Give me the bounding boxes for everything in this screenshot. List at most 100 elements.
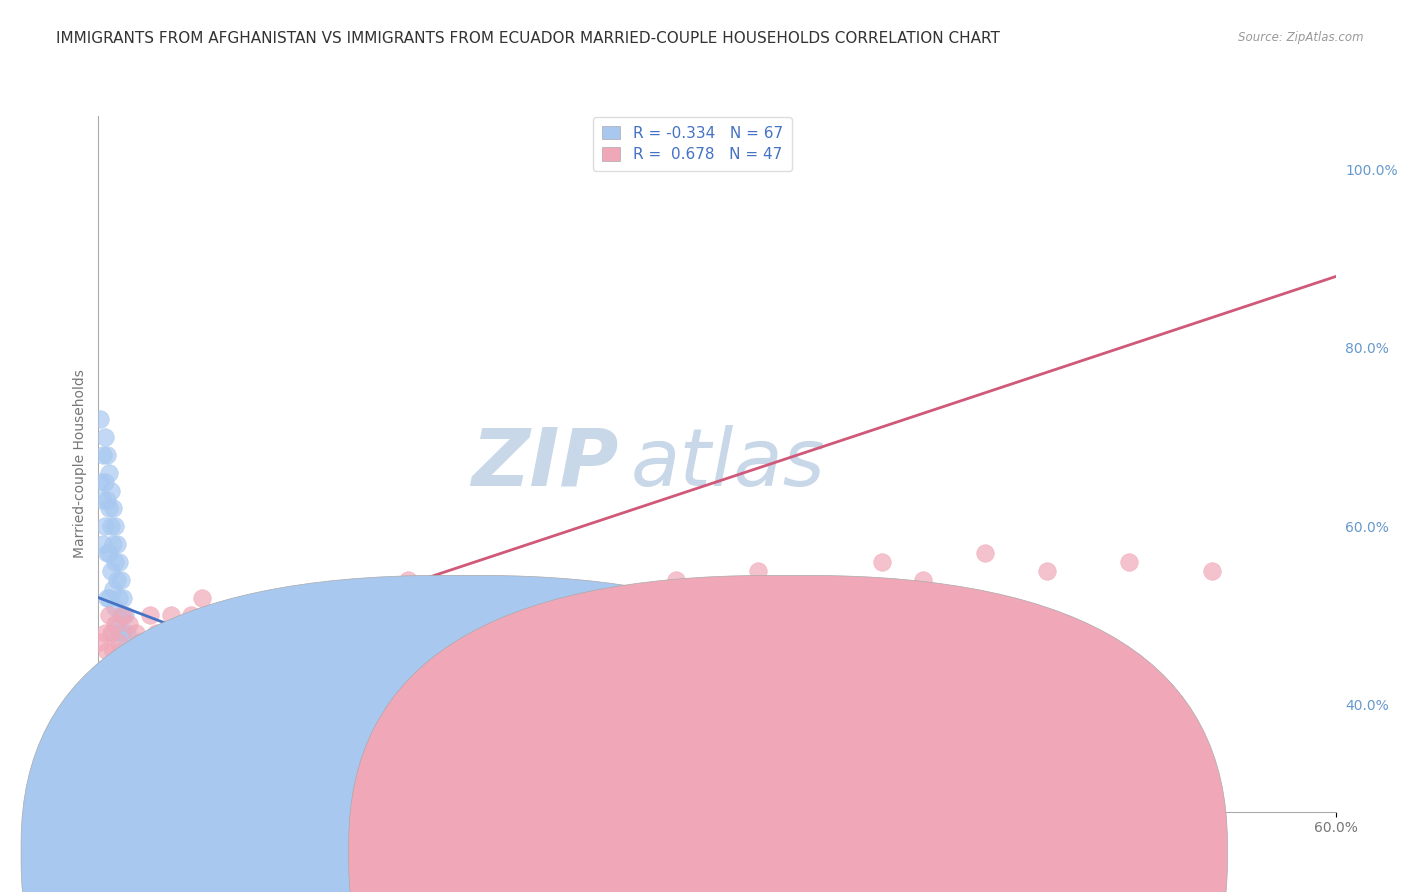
Point	[96, 591, 118, 605]
Point	[155, 653, 177, 667]
Point	[91, 662, 114, 676]
Point	[100, 626, 122, 640]
Point	[180, 608, 202, 623]
Point	[252, 644, 274, 658]
Point	[159, 608, 181, 623]
Point	[101, 582, 124, 596]
Point	[100, 483, 122, 498]
Point	[93, 626, 115, 640]
Point	[273, 608, 295, 623]
Point	[120, 662, 142, 676]
Point	[541, 608, 564, 623]
Point	[105, 617, 128, 632]
Point	[112, 626, 135, 640]
Point	[808, 582, 831, 596]
Point	[89, 475, 111, 489]
Point	[335, 608, 357, 623]
Point	[89, 635, 111, 649]
Point	[314, 599, 336, 614]
Point	[101, 626, 124, 640]
Point	[110, 573, 132, 587]
Point	[211, 706, 233, 721]
Point	[101, 501, 124, 516]
Point	[145, 626, 167, 640]
Point	[375, 760, 398, 774]
Point	[100, 564, 122, 578]
Point	[132, 653, 155, 667]
Point	[132, 644, 155, 658]
Point	[747, 564, 769, 578]
Point	[96, 644, 118, 658]
Point	[108, 635, 131, 649]
Point	[211, 626, 233, 640]
Point	[190, 591, 212, 605]
Point	[396, 573, 419, 587]
Point	[124, 626, 146, 640]
Point	[665, 573, 688, 587]
Point	[375, 608, 398, 623]
Point	[136, 662, 159, 676]
Point	[139, 608, 162, 623]
Point	[96, 492, 118, 507]
Point	[458, 608, 481, 623]
Point	[104, 555, 127, 569]
Point	[101, 644, 124, 658]
Point	[89, 412, 111, 426]
Point	[93, 519, 115, 533]
Y-axis label: Married-couple Households: Married-couple Households	[73, 369, 87, 558]
Text: Source: ZipAtlas.com: Source: ZipAtlas.com	[1239, 31, 1364, 45]
Point	[273, 733, 295, 747]
Point	[96, 546, 118, 560]
Point	[112, 591, 135, 605]
Point	[870, 555, 893, 569]
Point	[1201, 564, 1223, 578]
Text: Immigrants from Ecuador: Immigrants from Ecuador	[823, 845, 1000, 859]
Point	[128, 635, 150, 649]
Point	[335, 751, 357, 765]
Point	[706, 591, 728, 605]
Point	[149, 644, 172, 658]
Point	[105, 573, 128, 587]
Point	[232, 715, 254, 730]
Point	[143, 635, 166, 649]
Point	[294, 742, 316, 756]
Point	[190, 689, 212, 703]
Point	[114, 608, 136, 623]
Point	[114, 644, 136, 658]
Point	[118, 644, 141, 658]
Point	[118, 617, 141, 632]
Point	[170, 671, 193, 685]
Text: atlas: atlas	[630, 425, 825, 503]
Text: IMMIGRANTS FROM AFGHANISTAN VS IMMIGRANTS FROM ECUADOR MARRIED-COUPLE HOUSEHOLDS: IMMIGRANTS FROM AFGHANISTAN VS IMMIGRANT…	[56, 31, 1000, 46]
Point	[101, 537, 124, 551]
Text: Immigrants from Afghanistan: Immigrants from Afghanistan	[499, 845, 703, 859]
Point	[97, 546, 120, 560]
Point	[1036, 564, 1059, 578]
Text: ZIP: ZIP	[471, 425, 619, 503]
Point	[356, 591, 378, 605]
Point	[100, 519, 122, 533]
Point	[232, 635, 254, 649]
Point	[91, 492, 114, 507]
Point	[97, 501, 120, 516]
Point	[93, 430, 115, 444]
Point	[108, 591, 131, 605]
Point	[603, 591, 626, 605]
Point	[128, 635, 150, 649]
Point	[118, 680, 141, 694]
Point	[97, 608, 120, 623]
Point	[499, 591, 522, 605]
Point	[112, 608, 135, 623]
Point	[104, 519, 127, 533]
Point	[93, 475, 115, 489]
Point	[294, 626, 316, 640]
Point	[1118, 555, 1140, 569]
Point	[108, 555, 131, 569]
Point	[163, 662, 186, 676]
Point	[201, 698, 224, 712]
Point	[108, 662, 131, 676]
Point	[110, 608, 132, 623]
Point	[91, 537, 114, 551]
Point	[974, 546, 997, 560]
Point	[110, 644, 132, 658]
